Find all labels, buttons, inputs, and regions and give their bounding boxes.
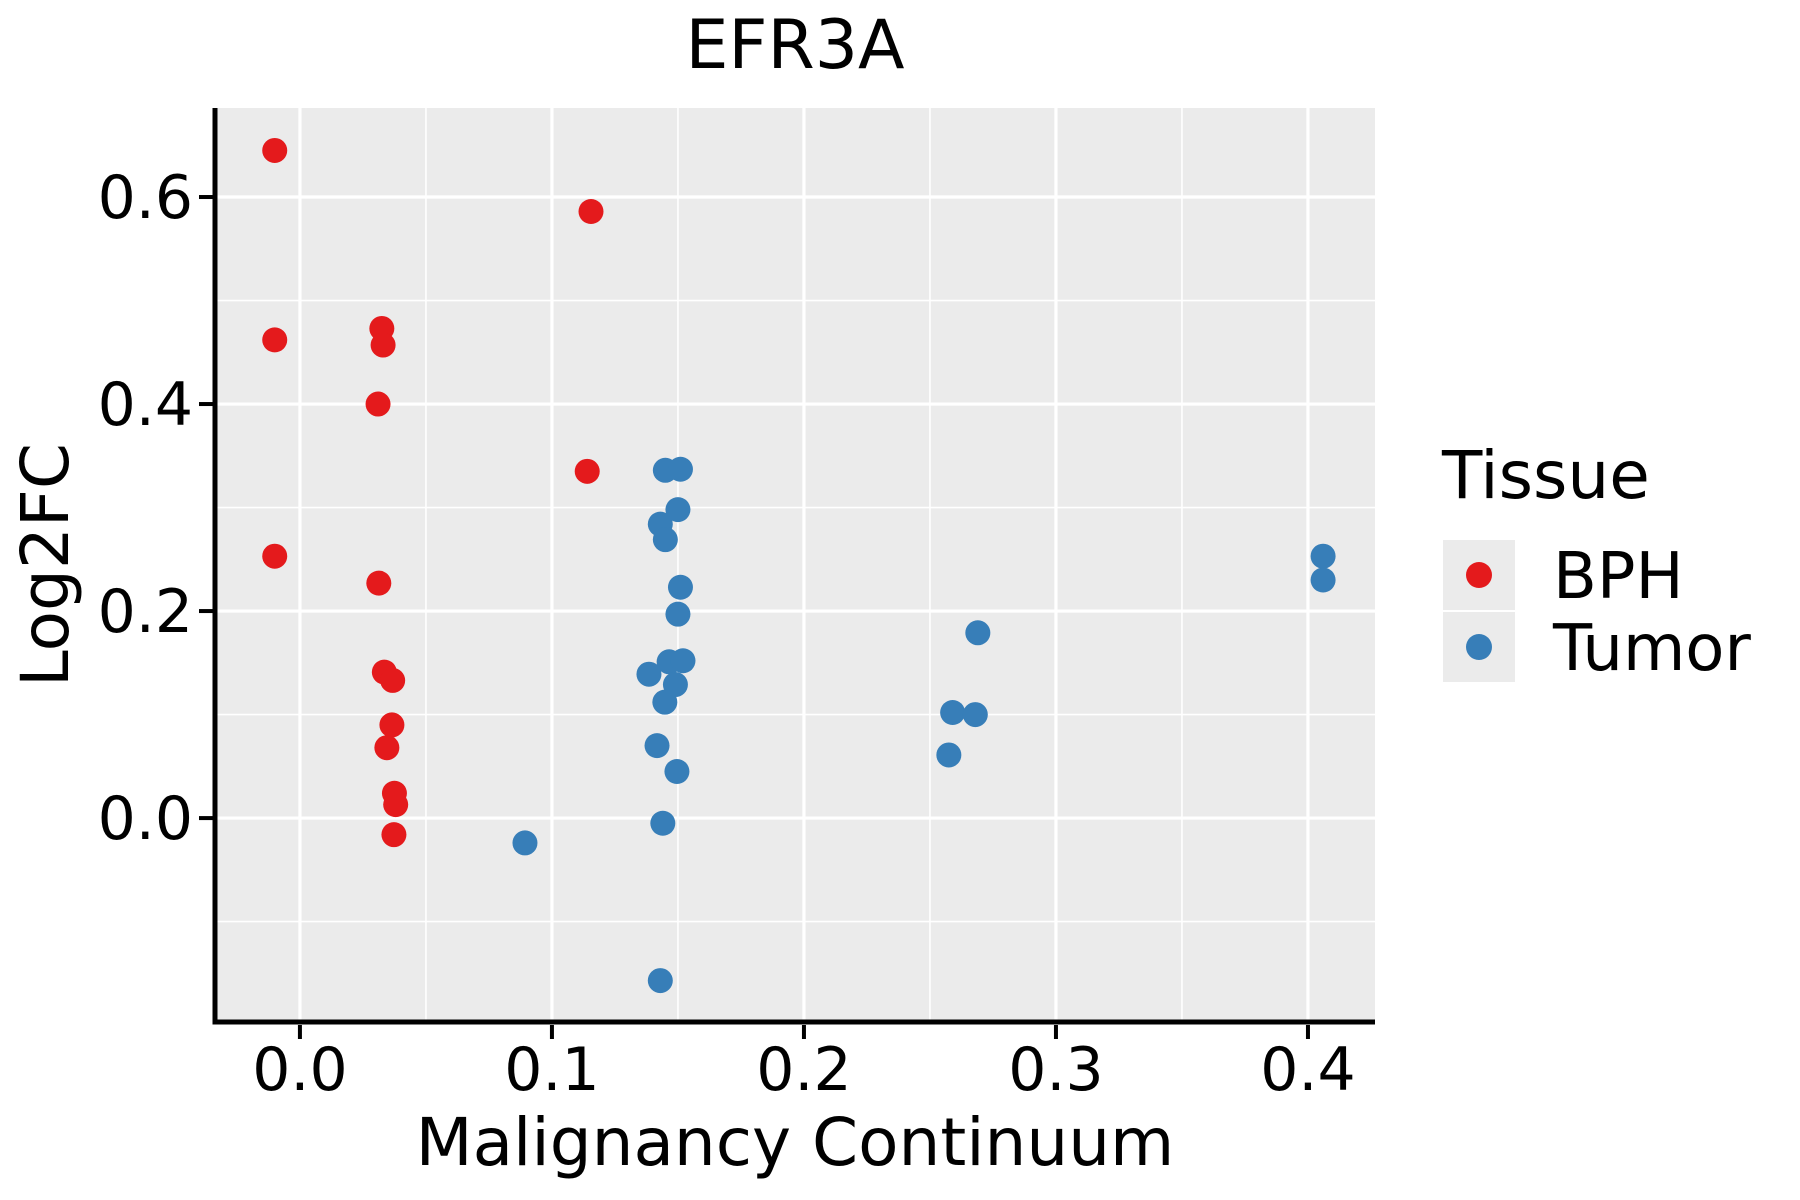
data-point (366, 570, 392, 596)
y-tick-label: 0.6 (98, 163, 193, 233)
data-point (1310, 543, 1336, 569)
data-point (652, 527, 678, 553)
data-point (578, 199, 604, 225)
data-point (644, 733, 670, 759)
data-point (636, 661, 662, 687)
y-tick-label: 0.4 (98, 370, 193, 440)
data-point (262, 137, 288, 163)
gridlines-minor (215, 108, 1375, 1022)
data-point (262, 327, 288, 353)
data-point (380, 667, 406, 693)
data-point (965, 620, 991, 646)
legend-title: Tissue (1441, 437, 1650, 514)
data-point (365, 391, 391, 417)
data-point (652, 689, 678, 715)
legend-label: Tumor (1552, 612, 1751, 686)
legend-entry-tumor: Tumor (1443, 612, 1751, 686)
legend-entry-bph: BPH (1443, 540, 1684, 614)
x-tick-label: 0.0 (252, 1035, 347, 1105)
data-point (370, 332, 396, 358)
data-point (664, 759, 690, 785)
data-point (667, 456, 693, 482)
data-point (650, 810, 676, 836)
data-point (665, 497, 691, 523)
data-point (936, 742, 962, 768)
x-axis-title: Malignancy Continuum (416, 1104, 1175, 1181)
x-tick-label: 0.3 (1008, 1035, 1103, 1105)
data-point (670, 648, 696, 674)
data-point (940, 700, 966, 726)
y-tick-label: 0.2 (98, 577, 193, 647)
legend-key-dot (1466, 562, 1492, 588)
points-layer (262, 137, 1336, 994)
data-point (647, 968, 673, 994)
legend-key-dot (1466, 634, 1492, 660)
data-point (379, 712, 405, 738)
series-tumor (512, 456, 1336, 994)
x-tick-label: 0.2 (756, 1035, 851, 1105)
data-point (512, 830, 538, 856)
legend-label: BPH (1553, 540, 1684, 614)
data-point (1310, 567, 1336, 593)
data-point (667, 574, 693, 600)
axis-ticks (199, 195, 1310, 1039)
x-tick-label: 0.4 (1260, 1035, 1355, 1105)
y-tick-labels: 0.0 0.2 0.4 0.6 (98, 163, 193, 854)
data-point (962, 702, 988, 728)
data-point (262, 543, 288, 569)
data-point (665, 601, 691, 627)
gridlines-major (215, 108, 1375, 1022)
series-bph (262, 137, 604, 848)
data-point (383, 792, 409, 818)
axis-lines (212, 108, 1375, 1025)
x-tick-labels: 0.0 0.1 0.2 0.3 0.4 (252, 1035, 1355, 1105)
data-point (374, 735, 400, 761)
y-tick-label: 0.0 (98, 784, 193, 854)
x-tick-label: 0.1 (504, 1035, 599, 1105)
y-axis-title: Log2FC (7, 443, 84, 687)
plot-panel (215, 108, 1375, 1022)
data-point (381, 822, 407, 848)
data-point (574, 458, 600, 484)
plot-title: EFR3A (685, 6, 904, 85)
